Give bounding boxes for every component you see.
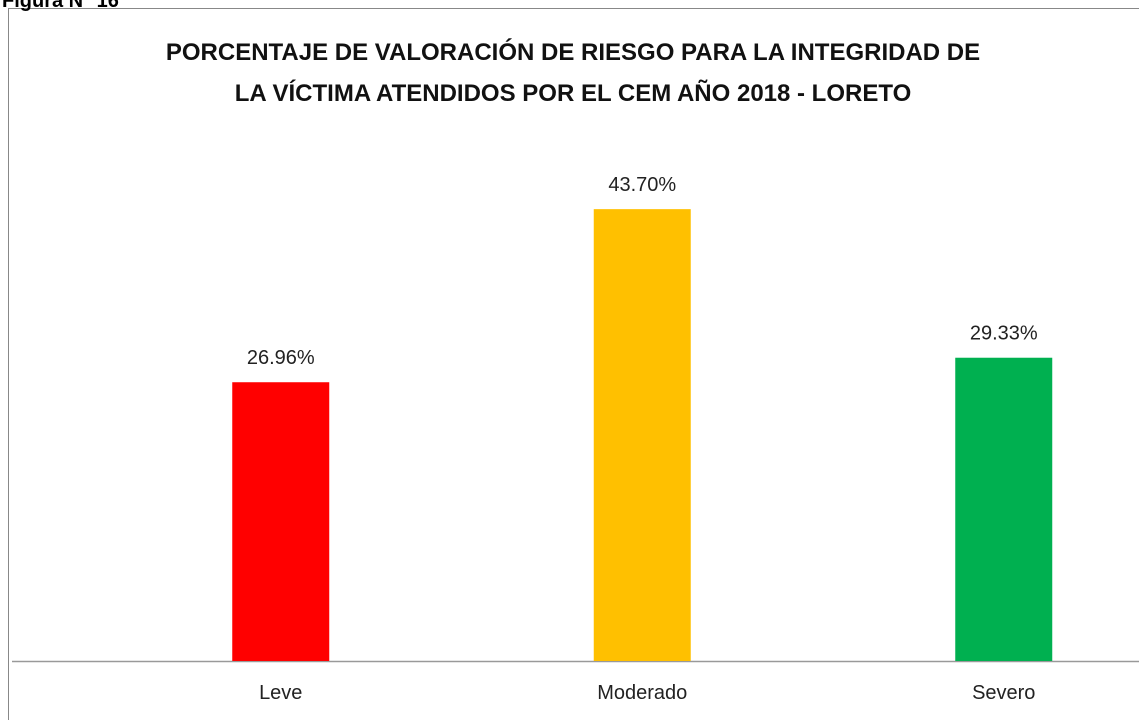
x-tick-label: Moderado [597,682,687,704]
bar [232,382,330,661]
data-label: 26.96% [247,347,315,369]
data-label: 29.33% [970,323,1038,345]
x-tick-label: Leve [259,682,302,704]
chart-title: LA VÍCTIMA ATENDIDOS POR EL CEM AÑO 2018… [235,79,912,107]
caption: Figura N° 16 [2,0,119,12]
data-label: 43.70% [608,174,676,196]
bar [593,209,691,661]
x-tick-label: Severo [972,682,1035,704]
chart-border [8,8,1139,720]
chart-title: PORCENTAJE DE VALORACIÓN DE RIESGO PARA … [166,38,980,66]
bar [955,357,1053,661]
